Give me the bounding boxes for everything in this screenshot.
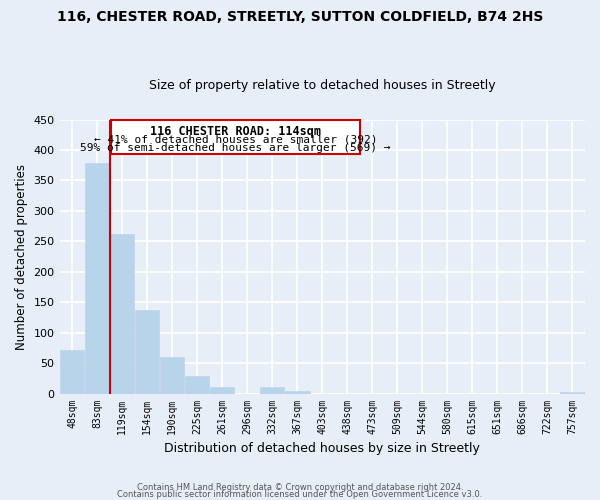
Text: Contains HM Land Registry data © Crown copyright and database right 2024.: Contains HM Land Registry data © Crown c…: [137, 484, 463, 492]
Bar: [185, 376, 209, 394]
Bar: [60, 350, 85, 394]
Text: Contains public sector information licensed under the Open Government Licence v3: Contains public sector information licen…: [118, 490, 482, 499]
Bar: [560, 392, 585, 394]
Text: 116 CHESTER ROAD: 114sqm: 116 CHESTER ROAD: 114sqm: [150, 125, 321, 138]
Bar: [260, 388, 284, 394]
X-axis label: Distribution of detached houses by size in Streetly: Distribution of detached houses by size …: [164, 442, 480, 455]
Text: 116, CHESTER ROAD, STREETLY, SUTTON COLDFIELD, B74 2HS: 116, CHESTER ROAD, STREETLY, SUTTON COLD…: [57, 10, 543, 24]
Title: Size of property relative to detached houses in Streetly: Size of property relative to detached ho…: [149, 79, 496, 92]
Bar: [85, 164, 109, 394]
Bar: [110, 234, 134, 394]
Text: 59% of semi-detached houses are larger (569) →: 59% of semi-detached houses are larger (…: [80, 142, 391, 152]
Text: ← 41% of detached houses are smaller (392): ← 41% of detached houses are smaller (39…: [94, 134, 377, 144]
Bar: [135, 310, 160, 394]
Bar: [160, 357, 184, 394]
FancyBboxPatch shape: [111, 120, 360, 154]
Bar: [210, 388, 235, 394]
Bar: [285, 390, 310, 394]
Y-axis label: Number of detached properties: Number of detached properties: [15, 164, 28, 350]
